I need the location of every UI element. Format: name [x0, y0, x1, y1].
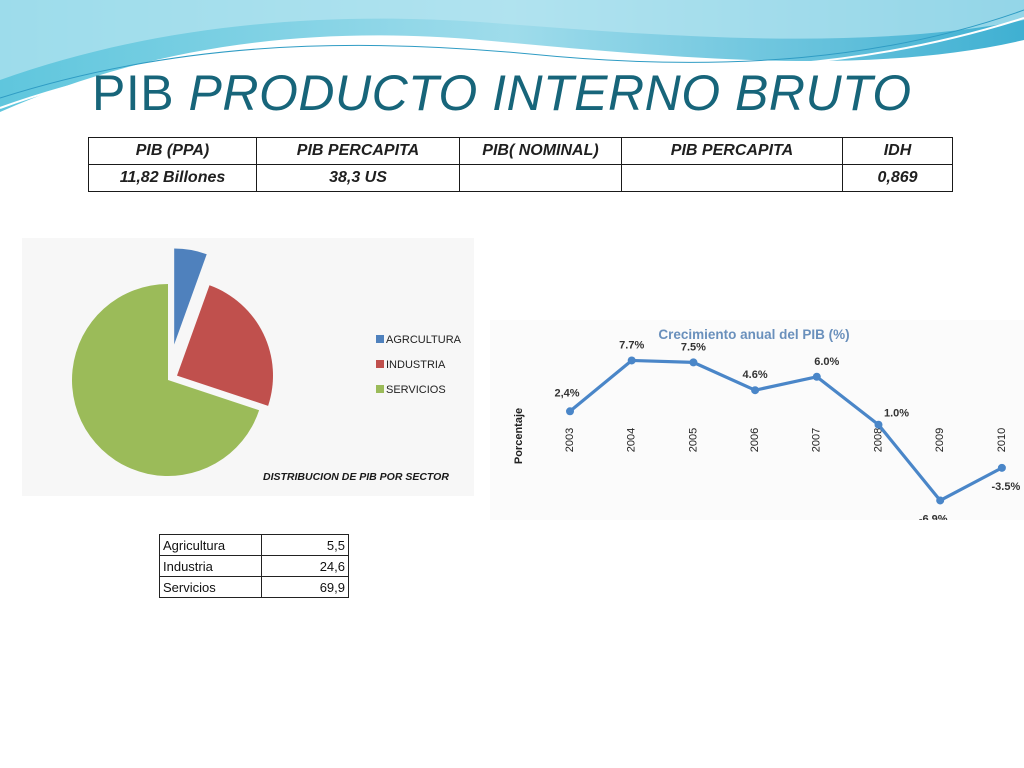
pie-slice-agrcultura	[174, 248, 207, 345]
x-tick-label-2004: 2004	[626, 428, 638, 452]
sector-value-table: Agricultura 5,5 Industria 24,6 Servicios…	[159, 534, 349, 598]
x-tick-label-2009: 2009	[934, 428, 946, 452]
sector-pie-chart-panel: AGRCULTURA INDUSTRIA SERVICIOS DISTRIBUCIO…	[22, 238, 474, 496]
growth-point-2004	[627, 356, 636, 365]
legend-label-servicios: SERVICIOS	[386, 384, 446, 396]
value-pib-percapita: 38,3 US	[256, 164, 460, 192]
pie-chart-title: DISTRIBUCION DE PIB POR SECTOR	[263, 471, 449, 483]
sector-value-industria: 24,6	[261, 555, 349, 577]
title-italic: PRODUCTO INTERNO BRUTO	[188, 65, 912, 121]
header-idh: IDH	[842, 137, 953, 165]
growth-point-2006	[751, 386, 760, 395]
data-label-2009: -6.9%	[919, 513, 948, 520]
legend-label-industria: INDUSTRIA	[386, 359, 446, 371]
legend-swatch-servicios	[376, 385, 384, 393]
sector-label-servicios: Servicios	[159, 576, 262, 598]
x-tick-label-2010: 2010	[996, 428, 1008, 452]
x-tick-label-2003: 2003	[564, 428, 576, 452]
summary-table: PIB (PPA) PIB PERCAPITA PIB( NOMINAL) PI…	[88, 137, 953, 192]
x-tick-label-2007: 2007	[811, 428, 823, 452]
summary-value-row: 11,82 Billones 38,3 US 0,869	[88, 164, 953, 192]
legend-swatch-industria	[376, 360, 384, 368]
growth-point-2003	[566, 407, 574, 416]
table-row: Servicios 69,9	[159, 576, 349, 598]
slide-title: PIB PRODUCTO INTERNO BRUTO	[92, 64, 912, 122]
data-label-2003: 2,4%	[554, 387, 579, 399]
line-chart-title: Crecimiento anual del PIB (%)	[658, 327, 849, 342]
growth-point-2008	[874, 420, 883, 429]
growth-point-2009	[936, 496, 945, 505]
data-label-2004: 7.7%	[619, 339, 644, 351]
header-pib-percapita-2: PIB PERCAPITA	[621, 137, 843, 165]
value-pib-percapita-2	[621, 164, 843, 192]
sector-label-industria: Industria	[159, 555, 262, 577]
growth-series-line	[568, 358, 1003, 503]
table-row: Industria 24,6	[159, 555, 349, 577]
x-tick-label-2008: 2008	[872, 428, 884, 452]
sector-pie-chart: AGRCULTURA INDUSTRIA SERVICIOS DISTRIBUCIO…	[72, 248, 462, 483]
legend-swatch-agrcultura	[376, 335, 384, 343]
header-wave-decoration	[0, 0, 1024, 112]
value-pib-ppa: 11,82 Billones	[88, 164, 257, 192]
sector-label-agricultura: Agricultura	[159, 534, 262, 556]
pie-slice-industria	[176, 285, 273, 406]
growth-point-2005	[689, 358, 698, 367]
summary-header-row: PIB (PPA) PIB PERCAPITA PIB( NOMINAL) PI…	[88, 137, 953, 165]
value-idh: 0,869	[842, 164, 953, 192]
sector-value-servicios: 69,9	[261, 576, 349, 598]
data-label-2010: -3.5%	[992, 481, 1021, 493]
header-pib-ppa: PIB (PPA)	[88, 137, 257, 165]
line-chart-y-axis-label: Porcentaje	[513, 408, 525, 464]
sector-value-agricultura: 5,5	[261, 534, 349, 556]
data-label-2008: 1.0%	[884, 408, 909, 420]
data-label-2007: 6.0%	[814, 356, 839, 368]
data-label-2005: 7.5%	[681, 341, 706, 353]
data-label-2006: 4.6%	[743, 369, 768, 381]
legend-label-agrcultura: AGRCULTURA	[386, 334, 462, 346]
table-row: Agricultura 5,5	[159, 534, 349, 556]
gdp-growth-line-chart: Crecimiento anual del PIB (%) Porcentaje…	[513, 327, 1021, 525]
growth-point-2010	[997, 463, 1006, 472]
header-pib-nominal: PIB( NOMINAL)	[459, 137, 622, 165]
x-tick-label-2005: 2005	[687, 428, 699, 452]
growth-point-2007	[812, 372, 821, 381]
x-tick-label-2006: 2006	[749, 428, 761, 452]
gdp-growth-line-chart-panel: Crecimiento anual del PIB (%) Porcentaje…	[490, 320, 1024, 525]
value-pib-nominal	[459, 164, 622, 192]
header-pib-percapita: PIB PERCAPITA	[256, 137, 460, 165]
title-plain: PIB	[92, 65, 175, 121]
pie-slice-servicios	[72, 284, 260, 476]
